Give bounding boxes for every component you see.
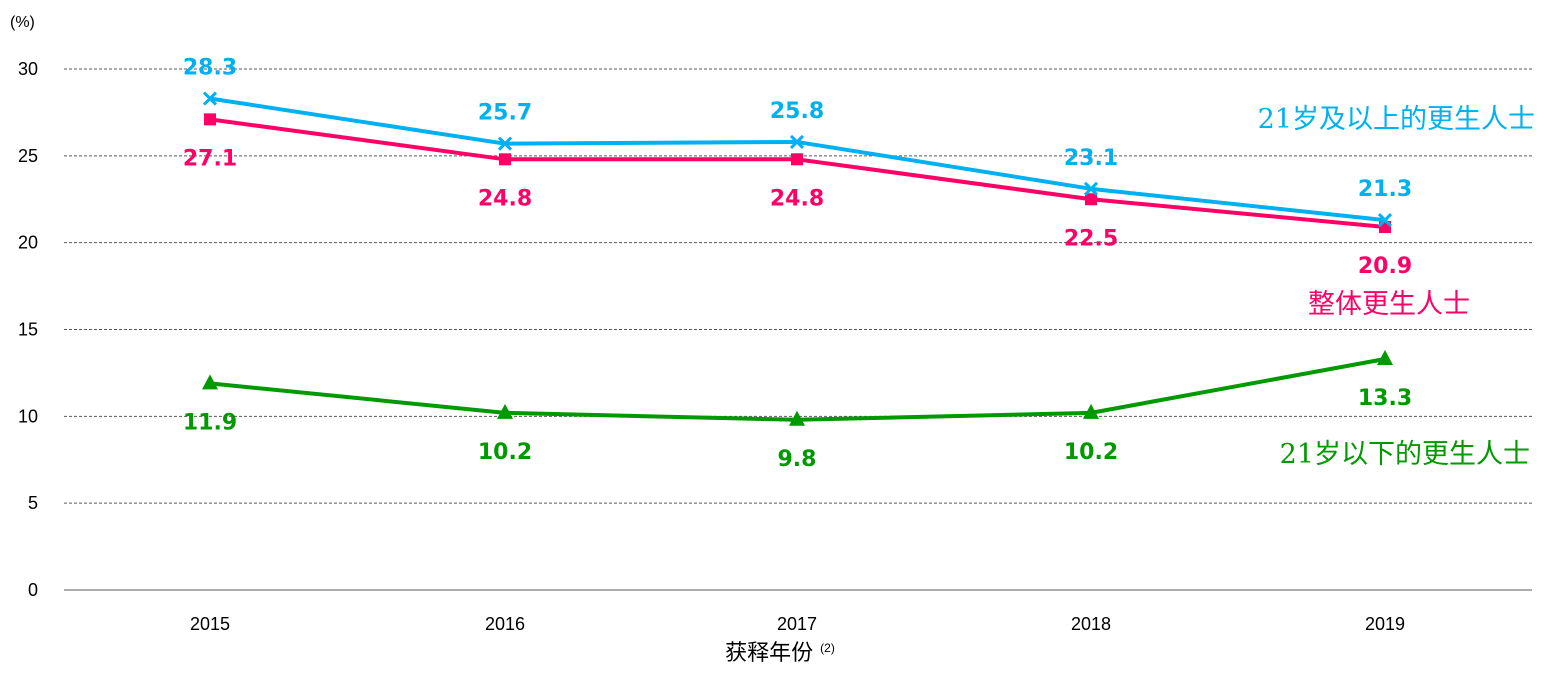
data-point-age21plus <box>1083 181 1099 196</box>
x-tick-label: 2018 <box>1071 614 1111 634</box>
x-tick-label: 2017 <box>777 614 817 634</box>
series-name-under21: 21岁以下的更生人士 <box>1280 439 1530 470</box>
data-label-overall: 27.1 <box>183 146 237 171</box>
data-point-under21 <box>1377 350 1393 366</box>
series-name-age21plus: 21岁及以上的更生人士 <box>1258 104 1535 135</box>
data-point-age21plus <box>202 91 218 106</box>
series-under21 <box>202 350 1393 426</box>
data-label-age21plus: 23.1 <box>1064 146 1118 171</box>
y-axis: 0 5 10 15 20 25 30 <box>18 59 38 600</box>
data-point-overall <box>204 113 216 126</box>
data-label-overall: 20.9 <box>1358 254 1412 279</box>
data-point-age21plus <box>789 134 805 150</box>
y-tick-label: 10 <box>18 406 38 426</box>
x-axis-title-text: 获释年份 <box>725 641 813 666</box>
x-axis: 2015 2016 2017 2018 2019 <box>190 614 1405 634</box>
data-label-under21: 13.3 <box>1358 386 1412 411</box>
y-tick-label: 25 <box>18 146 38 166</box>
data-label-under21: 10.2 <box>1064 440 1118 465</box>
series-legend-labels: 27.1 24.8 24.8 22.5 20.9 整体更生人士 28.3 25.7 25.8 23… <box>183 56 1535 472</box>
series-age21plus <box>202 91 1393 228</box>
data-label-overall: 24.8 <box>770 186 824 211</box>
data-label-under21: 9.8 <box>778 447 817 472</box>
series-line-under21 <box>209 357 1386 422</box>
data-point-overall <box>1085 193 1097 206</box>
y-tick-label: 20 <box>18 233 38 253</box>
series-name-overall: 整体更生人士 <box>1308 289 1470 320</box>
data-point-under21 <box>202 374 218 390</box>
y-tick-label: 30 <box>18 59 38 79</box>
y-tick-label: 0 <box>28 580 38 600</box>
data-point-under21 <box>1083 403 1099 419</box>
x-axis-title-footnote: (2) <box>820 641 835 655</box>
data-label-under21: 11.9 <box>183 410 237 435</box>
y-axis-unit-label: (%) <box>10 14 35 31</box>
data-point-overall <box>499 153 511 166</box>
data-label-under21: 10.2 <box>478 440 532 465</box>
x-axis-title: 获释年份 (2) <box>725 641 835 666</box>
data-point-age21plus <box>497 136 513 151</box>
data-label-age21plus: 25.8 <box>770 99 824 124</box>
data-point-under21 <box>789 410 805 426</box>
data-label-age21plus: 21.3 <box>1358 177 1412 202</box>
series-group <box>202 91 1393 426</box>
x-tick-label: 2015 <box>190 614 230 634</box>
data-point-under21 <box>497 403 513 419</box>
data-point-age21plus <box>1377 213 1393 228</box>
data-point-overall <box>791 153 803 166</box>
data-label-age21plus: 25.7 <box>478 101 532 126</box>
data-label-overall: 22.5 <box>1064 226 1118 251</box>
y-tick-label: 5 <box>28 493 38 513</box>
y-tick-label: 15 <box>18 320 38 340</box>
series-overall <box>204 113 1391 234</box>
data-label-overall: 24.8 <box>478 186 532 211</box>
x-tick-label: 2019 <box>1365 614 1405 634</box>
x-tick-label: 2016 <box>485 614 525 634</box>
data-label-age21plus: 28.3 <box>183 56 237 81</box>
gridlines <box>64 68 1532 591</box>
